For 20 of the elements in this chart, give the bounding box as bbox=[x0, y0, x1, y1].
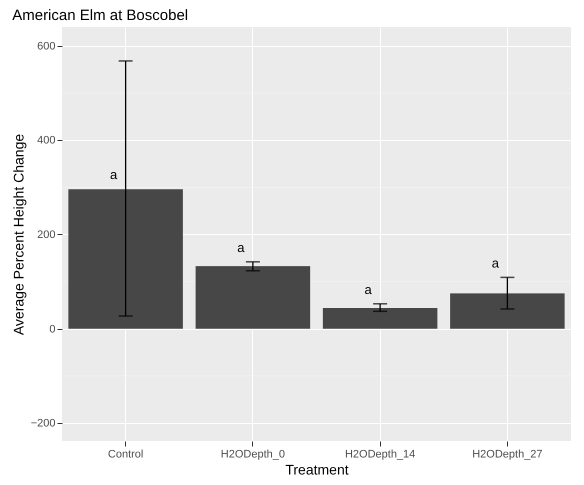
y-tick-label: −200 bbox=[30, 418, 56, 430]
y-tick-label: 0 bbox=[49, 323, 56, 336]
chart-title: American Elm at Boscobel bbox=[12, 7, 188, 24]
bar bbox=[450, 293, 565, 329]
y-axis-title: Average Percent Height Change bbox=[10, 134, 27, 336]
annotation: a bbox=[492, 255, 500, 270]
x-tick-label: Control bbox=[108, 448, 144, 460]
x-tick-label: H2ODepth_0 bbox=[220, 448, 285, 460]
annotation: a bbox=[364, 282, 373, 297]
y-tick-label: 400 bbox=[37, 134, 56, 147]
x-axis-title: Treatment bbox=[285, 462, 349, 478]
bar bbox=[196, 266, 310, 329]
y-tick-label: 600 bbox=[37, 40, 56, 52]
x-tick-label: H2ODepth_27 bbox=[472, 448, 543, 460]
bar bbox=[322, 308, 438, 329]
x-tick-label: H2ODepth_14 bbox=[344, 448, 416, 460]
y-tick-label: 200 bbox=[37, 228, 56, 241]
annotation: a bbox=[237, 240, 246, 255]
bar bbox=[68, 189, 183, 329]
annotation: a bbox=[110, 167, 118, 182]
